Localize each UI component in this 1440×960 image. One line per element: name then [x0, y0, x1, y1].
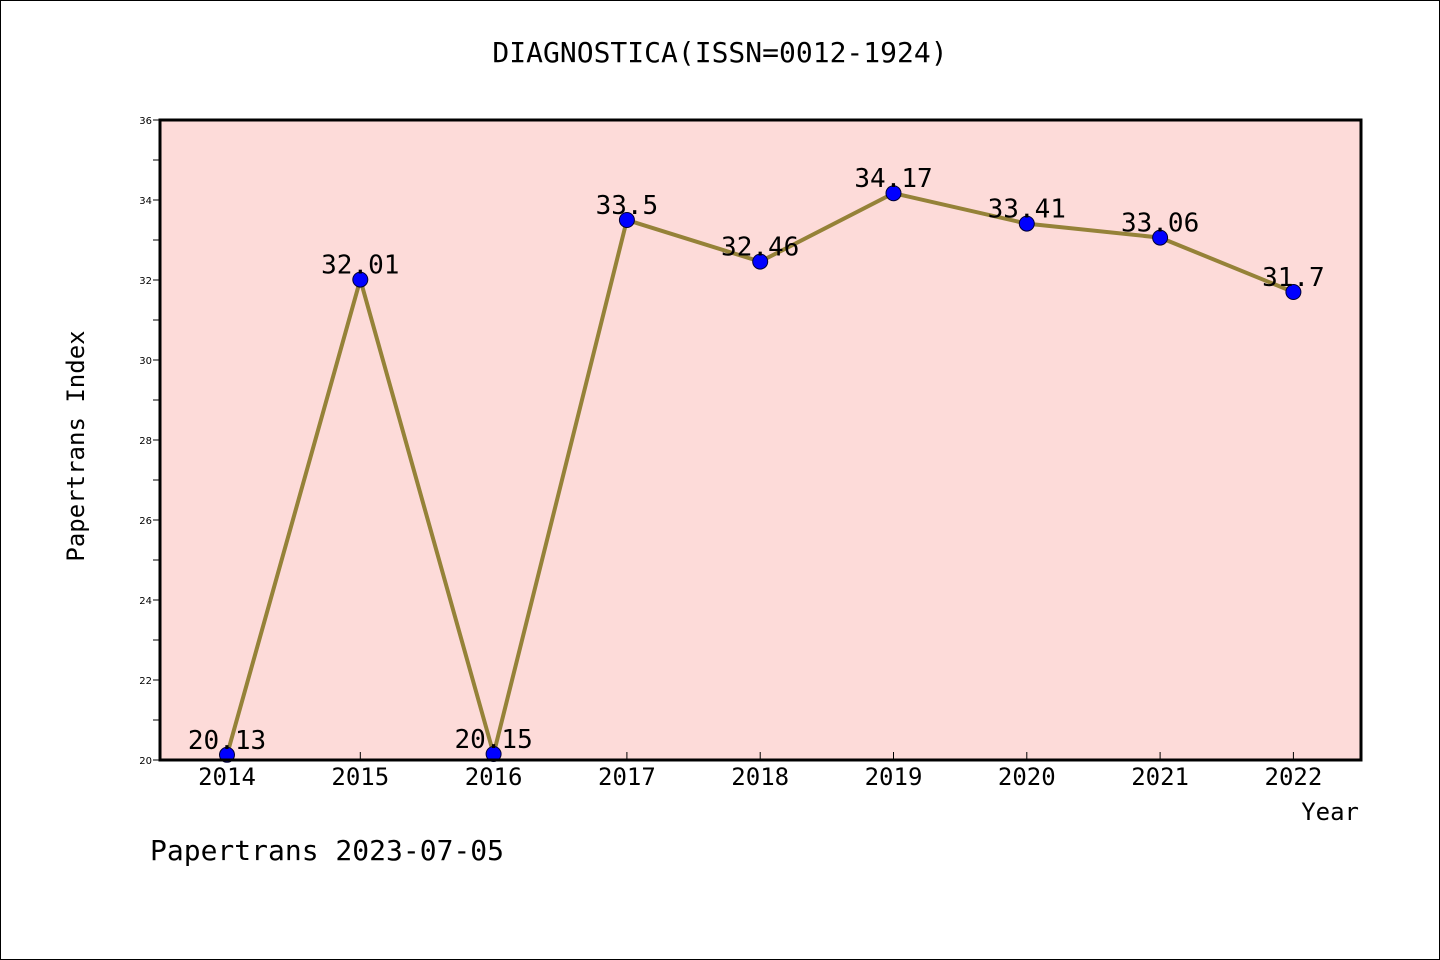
- y-tick-label: 20: [139, 756, 152, 767]
- x-axis-label: Year: [1301, 798, 1359, 826]
- y-tick-label: 24: [139, 596, 152, 607]
- data-labels: 20.13 32.01 20.15 33.5 32.46 34.17 33.41 33.06 3…: [188, 164, 1325, 756]
- data-label: 20.15: [454, 725, 532, 755]
- x-tick-label: 2018: [731, 763, 789, 791]
- data-label: 32.01: [321, 251, 399, 281]
- data-point: [618, 212, 635, 228]
- data-label: 31.7: [1262, 263, 1325, 293]
- data-point: [1018, 215, 1035, 232]
- data-label: 33.41: [988, 195, 1066, 225]
- data-point: [1285, 284, 1302, 300]
- x-tick-label: 2015: [331, 763, 389, 791]
- data-point: [885, 185, 902, 202]
- x-tick-label: 2022: [1265, 763, 1323, 791]
- chart-title: DIAGNOSTICA(ISSN=0012-1924): [492, 36, 948, 69]
- data-label: 34.17: [854, 164, 932, 194]
- x-tick-label: 2016: [465, 763, 523, 791]
- plot-border: [158, 118, 1363, 762]
- y-tick-label: 34: [139, 196, 152, 207]
- data-label: 20.13: [188, 726, 266, 756]
- y-tick-label: 28: [139, 436, 152, 447]
- footer-text: Papertrans 2023-07-05: [150, 834, 505, 867]
- data-label: 32.46: [721, 233, 799, 263]
- data-point: [352, 271, 369, 288]
- y-tick-label: 32: [139, 276, 152, 287]
- y-tick-label: 30: [139, 356, 152, 367]
- x-tick-label: 2021: [1131, 763, 1189, 791]
- data-point: [1152, 229, 1169, 246]
- plot-area: [160, 120, 1361, 760]
- x-tick-label: 2014: [198, 763, 256, 791]
- series-markers: [219, 185, 1302, 763]
- y-tick-label: 22: [139, 676, 152, 687]
- data-point: [752, 253, 769, 270]
- x-tick-label: 2017: [598, 763, 656, 791]
- y-tick-label: 26: [139, 516, 152, 527]
- y-tick-label: 36: [139, 116, 152, 127]
- y-axis-ticks: 20 22 24 26 28 30 32 34 36: [139, 116, 160, 767]
- data-label: 33.06: [1121, 209, 1199, 239]
- x-axis-ticks: 2014 2015 2016 2017 2018 2019 2020 2021 2022: [198, 752, 1322, 791]
- x-tick-label: 2020: [998, 763, 1056, 791]
- y-axis-label: Papertrans Index: [62, 330, 90, 561]
- x-tick-label: 2019: [865, 763, 923, 791]
- data-label: 33.5: [596, 191, 659, 221]
